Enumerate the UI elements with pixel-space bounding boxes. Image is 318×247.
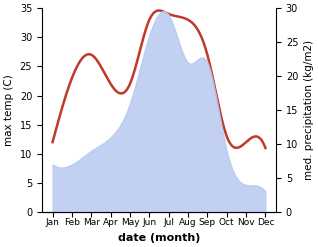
X-axis label: date (month): date (month) — [118, 233, 200, 243]
Y-axis label: med. precipitation (kg/m2): med. precipitation (kg/m2) — [304, 40, 314, 180]
Y-axis label: max temp (C): max temp (C) — [4, 74, 14, 146]
